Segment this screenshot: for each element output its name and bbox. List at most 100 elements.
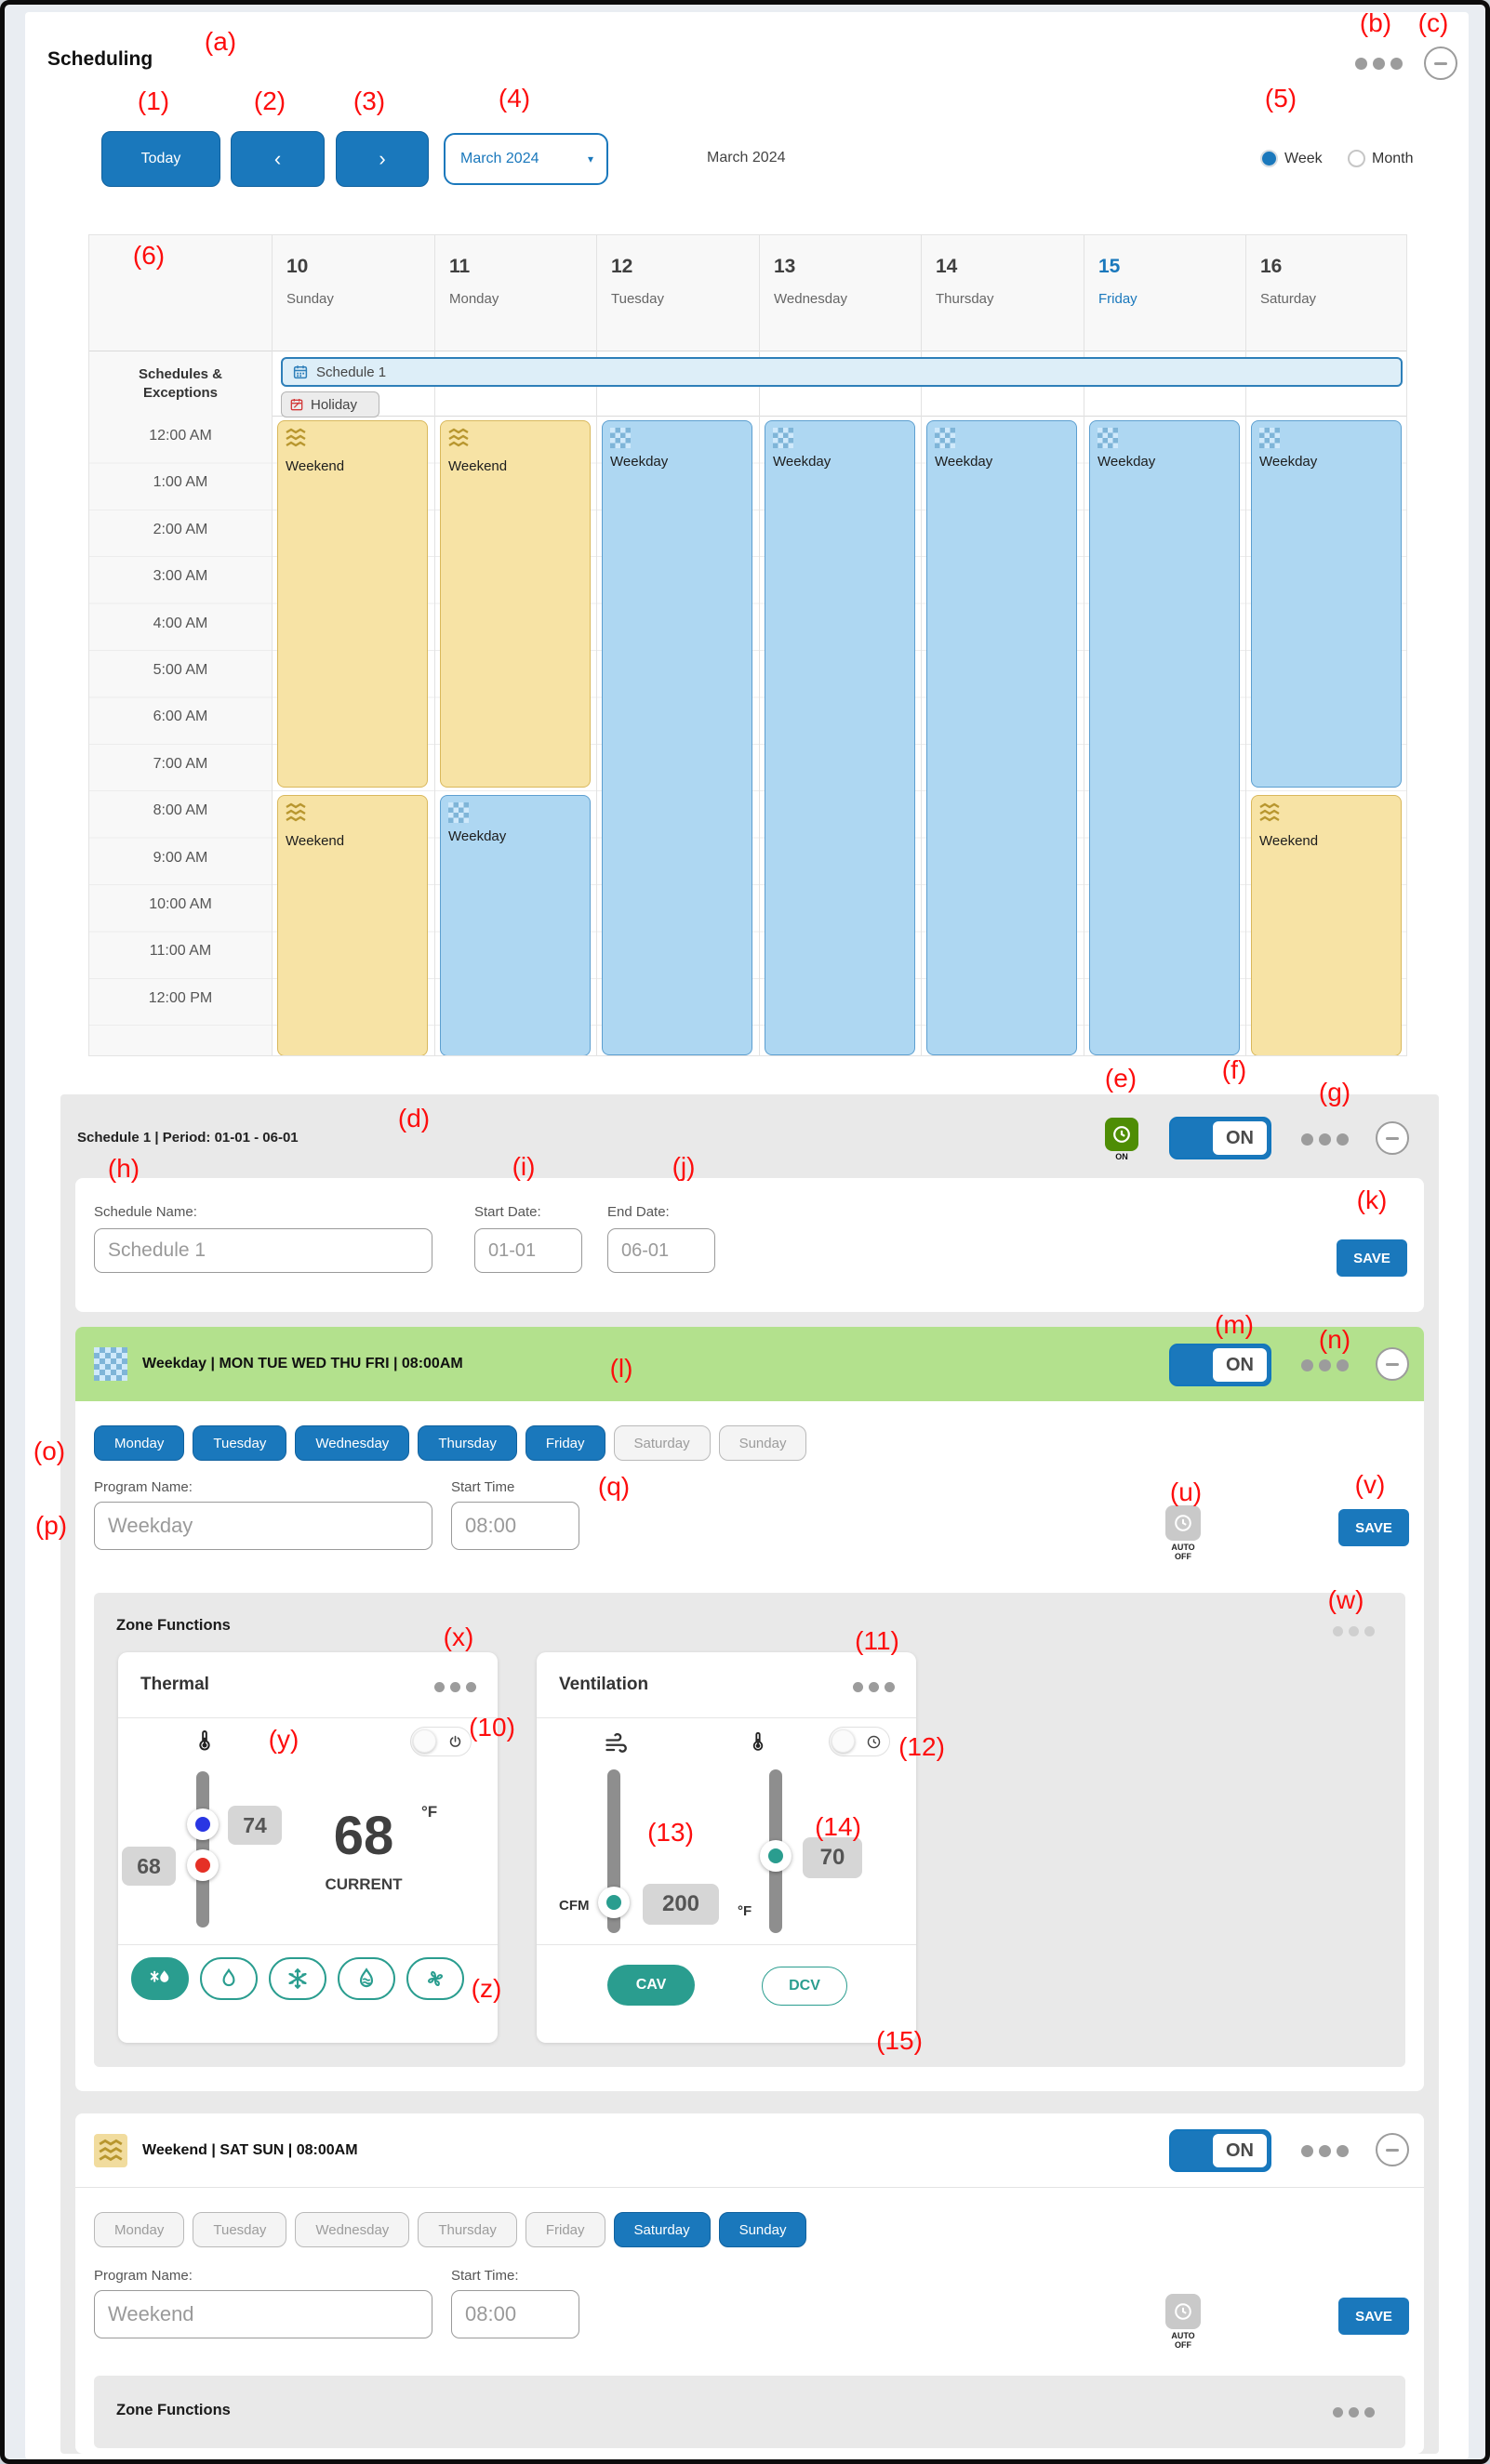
day-pill-saturday[interactable]: Saturday (613, 1425, 711, 1461)
event-weekday-wednesday[interactable]: Weekday (765, 420, 915, 1055)
event-weekday-tuesday[interactable]: Weekday (602, 420, 752, 1055)
week-radio-label[interactable]: Week (1284, 151, 1323, 166)
auto-off-control[interactable]: AUTO OFF (1165, 2294, 1201, 2350)
weekend-collapse-button[interactable] (1376, 2133, 1409, 2166)
auto-off-caption: AUTO OFF (1171, 1543, 1195, 1561)
toggle-state-label: ON (1213, 1121, 1267, 1155)
humidity-mode-button[interactable] (338, 1957, 395, 2000)
weekday-checker-icon (935, 428, 955, 448)
day-header-wednesday[interactable]: 13 Wednesday (774, 256, 847, 307)
week-calendar: Schedules & Exceptions 10 Sunday 11 Monday… (88, 234, 1407, 1056)
ventilation-title: Ventilation (559, 1675, 649, 1694)
heat-setpoint-value: 68 (122, 1847, 176, 1886)
weekday-on-toggle[interactable]: ON (1169, 1344, 1271, 1386)
weekend-menu-ellipsis-icon[interactable] (1301, 2145, 1349, 2157)
day-header-saturday[interactable]: 16 Saturday (1260, 256, 1317, 307)
day-header-tuesday[interactable]: 12 Tuesday (611, 256, 664, 307)
event-weekend-saturday-late[interactable]: Weekend (1251, 795, 1402, 1055)
start-time-input[interactable]: 08:00 (451, 1502, 579, 1550)
day-header-monday[interactable]: 11 Monday (449, 256, 499, 307)
day-pill-wednesday[interactable]: Wednesday (295, 2212, 410, 2247)
day-pill-monday[interactable]: Monday (94, 1425, 185, 1461)
page-menu-ellipsis-icon[interactable] (1355, 58, 1403, 70)
weekday-collapse-button[interactable] (1376, 1347, 1409, 1381)
program-name-label: Program Name: (94, 1479, 193, 1495)
dcv-button[interactable]: DCV (762, 1967, 847, 2006)
start-date-input[interactable]: 01-01 (474, 1228, 582, 1273)
next-week-button[interactable]: › (336, 131, 429, 187)
day-pill-monday[interactable]: Monday (94, 2212, 185, 2247)
thermal-menu-ellipsis-icon[interactable] (434, 1682, 476, 1692)
prev-week-button[interactable]: ‹ (231, 131, 325, 187)
day-pill-thursday[interactable]: Thursday (418, 2212, 517, 2247)
annotation-(u): (u) (1169, 1477, 1203, 1506)
start-time-input[interactable]: 08:00 (451, 2290, 579, 2338)
event-weekday-saturday-early[interactable]: Weekday (1251, 420, 1402, 788)
page-collapse-button[interactable] (1424, 46, 1457, 80)
annotation-(b): (b) (1359, 8, 1392, 37)
weekend-save-button[interactable]: SAVE (1338, 2298, 1409, 2335)
schedule-status: ON (1105, 1118, 1138, 1161)
cool-mode-button[interactable] (269, 1957, 326, 2000)
schedule-menu-ellipsis-icon[interactable] (1301, 1133, 1349, 1146)
event-weekday-monday-late[interactable]: Weekday (440, 795, 591, 1055)
event-weekend-sunday-early[interactable]: Weekend (277, 420, 428, 788)
month-select[interactable]: March 2024 ▾ (444, 133, 608, 185)
day-pill-friday[interactable]: Friday (525, 2212, 605, 2247)
ventilation-schedule-toggle[interactable] (829, 1727, 890, 1756)
event-weekday-friday[interactable]: Weekday (1089, 420, 1240, 1055)
auto-off-control[interactable]: AUTO OFF (1165, 1505, 1201, 1561)
week-radio[interactable] (1260, 150, 1278, 167)
event-weekend-sunday-late[interactable]: Weekend (277, 795, 428, 1055)
program-name-input[interactable]: Weekend (94, 2290, 432, 2338)
day-pill-thursday[interactable]: Thursday (418, 1425, 517, 1461)
weekend-on-toggle[interactable]: ON (1169, 2129, 1271, 2172)
heat-mode-button[interactable] (200, 1957, 258, 2000)
weekend-zone-functions-bar[interactable] (94, 2376, 1405, 2448)
day-pill-wednesday[interactable]: Wednesday (295, 1425, 410, 1461)
schedule-1-bar[interactable]: Schedule 1 (281, 357, 1403, 387)
day-header-thursday[interactable]: 14 Thursday (936, 256, 994, 307)
heat-setpoint-handle[interactable] (187, 1849, 219, 1881)
weekday-menu-ellipsis-icon[interactable] (1301, 1359, 1349, 1371)
weekday-save-button[interactable]: SAVE (1338, 1509, 1409, 1546)
day-pill-tuesday[interactable]: Tuesday (193, 1425, 287, 1461)
day-pill-saturday[interactable]: Saturday (613, 2212, 711, 2247)
cfm-handle[interactable] (598, 1887, 630, 1918)
day-pill-sunday[interactable]: Sunday (718, 2212, 807, 2247)
cfm-value: 200 (643, 1884, 719, 1925)
event-weekday-thursday[interactable]: Weekday (926, 420, 1077, 1055)
month-radio-label[interactable]: Month (1372, 151, 1414, 166)
program-name-input[interactable]: Weekday (94, 1502, 432, 1550)
month-radio[interactable] (1348, 150, 1365, 167)
temperature-unit: °F (421, 1803, 438, 1821)
annotation-(15): (15) (876, 2026, 923, 2055)
day-pill-tuesday[interactable]: Tuesday (193, 2212, 287, 2247)
schedule-collapse-button[interactable] (1376, 1121, 1409, 1155)
cool-setpoint-handle[interactable] (187, 1808, 219, 1840)
vent-temp-handle[interactable] (760, 1840, 792, 1872)
cav-button[interactable]: CAV (607, 1965, 695, 2006)
annotation-(i): (i) (512, 1152, 536, 1181)
thermal-power-toggle[interactable] (410, 1727, 472, 1756)
fan-mode-button[interactable] (406, 1957, 464, 2000)
day-pill-sunday[interactable]: Sunday (718, 1425, 807, 1461)
holiday-chip[interactable]: Holiday (281, 391, 379, 417)
current-label: CURRENT (325, 1875, 403, 1893)
auto-mode-button[interactable] (131, 1957, 189, 2000)
day-header-friday-today[interactable]: 15 Friday (1098, 256, 1137, 307)
humidity-drop-icon (359, 1967, 374, 1988)
annotation-(p): (p) (34, 1511, 68, 1540)
ventilation-menu-ellipsis-icon[interactable] (853, 1682, 895, 1692)
thermal-mode-buttons (131, 1957, 464, 2000)
today-button[interactable]: Today (101, 131, 220, 187)
schedule-name-input[interactable]: Schedule 1 (94, 1228, 432, 1273)
schedule-on-toggle[interactable]: ON (1169, 1117, 1271, 1159)
end-date-input[interactable]: 06-01 (607, 1228, 715, 1273)
day-pill-friday[interactable]: Friday (525, 1425, 605, 1461)
weekend-zone-ellipsis-icon[interactable] (1333, 2407, 1375, 2418)
schedule-save-button[interactable]: SAVE (1337, 1239, 1407, 1277)
zone-functions-ellipsis-icon[interactable] (1333, 1626, 1375, 1636)
event-weekend-monday-early[interactable]: Weekend (440, 420, 591, 788)
day-header-sunday[interactable]: 10 Sunday (286, 256, 334, 307)
